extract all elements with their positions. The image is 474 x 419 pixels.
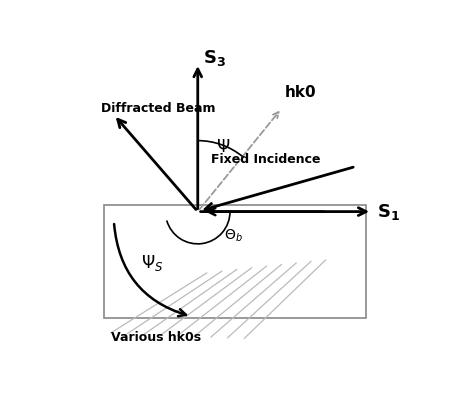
Text: Fixed Incidence: Fixed Incidence: [211, 153, 320, 166]
Text: Diffracted Beam: Diffracted Beam: [101, 102, 216, 115]
Text: $\Psi$: $\Psi$: [217, 138, 231, 156]
Text: hk0: hk0: [285, 85, 317, 100]
Text: Various hk0s: Various hk0s: [110, 331, 201, 344]
Text: $\mathbf{S_3}$: $\mathbf{S_3}$: [202, 48, 226, 68]
Text: $\Theta_b$: $\Theta_b$: [224, 228, 242, 244]
Bar: [104, 205, 365, 318]
Text: $\mathbf{S_1}$: $\mathbf{S_1}$: [377, 202, 400, 222]
Text: $\Psi_S$: $\Psi_S$: [141, 253, 164, 273]
